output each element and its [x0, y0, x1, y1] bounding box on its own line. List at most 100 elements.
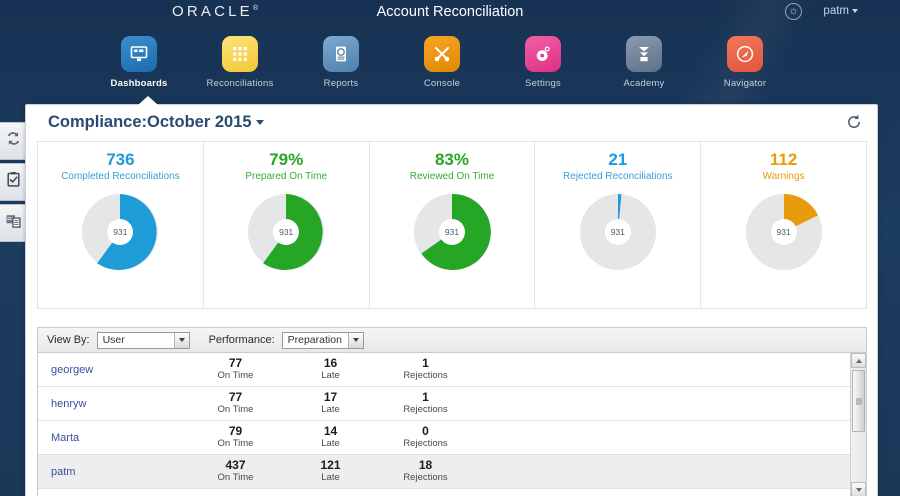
sidebar-item-checklist[interactable] [0, 163, 27, 201]
nav-item-console[interactable]: Console [387, 36, 497, 89]
chevron-down-icon [173, 332, 189, 348]
donut-chart-reviewed: 931 [410, 190, 494, 274]
oracle-logo: ORACLE® [172, 3, 258, 20]
late-caption: Late [321, 370, 340, 381]
table-row[interactable]: henryw 77 On Time 17 Late 1 Rejections [38, 387, 866, 421]
on-time-caption: On Time [217, 404, 254, 415]
nav-item-dashboards[interactable]: Dashboards [84, 36, 194, 89]
kpi-card-reviewed-on-time[interactable]: 83% Reviewed On Time 931 [370, 142, 536, 308]
refresh-icon[interactable] [845, 113, 863, 131]
rejections-caption: Rejections [403, 472, 448, 483]
gear-icon [525, 36, 561, 72]
top-bar: ORACLE® Account Reconciliation ☼ patm [0, 0, 900, 28]
kpi-label: Prepared On Time [245, 171, 328, 182]
performance-table: georgew 77 On Time 16 Late 1 Rejections … [37, 353, 867, 496]
performance-select[interactable]: Preparation [281, 331, 364, 349]
late-value: 121 [320, 458, 341, 472]
table-cell-on-time: 79 On Time [188, 425, 283, 450]
rejections-caption: Rejections [403, 370, 448, 381]
view-by-select[interactable]: User [96, 331, 190, 349]
graduation-icon [626, 36, 662, 72]
table-cell-rejections: 18 Rejections [378, 459, 473, 484]
table-cell-user[interactable]: patm [51, 465, 76, 478]
table-row[interactable]: georgew 77 On Time 16 Late 1 Rejections [38, 353, 866, 387]
chevron-down-icon [347, 332, 363, 348]
scrollbar-thumb[interactable] [852, 370, 865, 432]
chevron-up-icon [855, 358, 862, 363]
oracle-logo-mark: ® [252, 5, 259, 12]
rejections-caption: Rejections [403, 404, 448, 415]
table-cell-late: 14 Late [283, 425, 378, 450]
page-title-label: Compliance:October 2015 [48, 113, 252, 131]
donut-chart-prepared: 931 [244, 190, 328, 274]
view-by-value: User [102, 333, 125, 346]
table-row[interactable]: patm 437 On Time 121 Late 18 Rejections [38, 455, 866, 489]
kpi-card-prepared-on-time[interactable]: 79% Prepared On Time 931 [204, 142, 370, 308]
donut-center-value: 931 [610, 227, 625, 237]
on-time-caption: On Time [217, 472, 254, 483]
table-scrollbar[interactable] [850, 353, 866, 496]
grid-icon [222, 36, 258, 72]
table-cell-user[interactable]: Marta [51, 431, 80, 444]
donut-chart-warnings: 931 [742, 190, 826, 274]
on-time-value: 437 [225, 458, 246, 472]
table-cell-user[interactable]: georgew [51, 363, 94, 376]
kpi-card-warnings[interactable]: 112 Warnings 931 [701, 142, 866, 308]
page-title[interactable]: Compliance:October 2015 [48, 113, 264, 132]
table-cell-user[interactable]: henryw [51, 397, 87, 410]
late-caption: Late [321, 472, 340, 483]
nav-item-academy[interactable]: Academy [589, 36, 699, 89]
donut-center-value: 931 [113, 227, 128, 237]
nav-label-dashboards: Dashboards [110, 78, 168, 89]
nav-item-reconciliations[interactable]: Reconciliations [185, 36, 295, 89]
panel-header: Compliance:October 2015 [26, 105, 877, 141]
nav-item-navigator[interactable]: Navigator [690, 36, 800, 89]
chevron-down-icon [855, 487, 862, 492]
late-value: 14 [323, 424, 338, 438]
donut-center-value: 931 [279, 227, 294, 237]
table-cell-on-time: 77 On Time [188, 391, 283, 416]
donut-chart-rejected: 931 [576, 190, 660, 274]
oracle-logo-text: ORACLE [172, 3, 253, 20]
user-menu[interactable]: patm [823, 5, 858, 17]
nav-label-academy: Academy [623, 78, 665, 89]
dashboard-panel: Compliance:October 2015 736 Completed Re… [25, 96, 878, 496]
main-nav: Dashboards Reconciliations Reports [0, 36, 900, 98]
donut-chart-completed: 931 [78, 190, 162, 274]
rejections-value: 1 [422, 390, 429, 404]
compass-icon [727, 36, 763, 72]
sidebar-item-calendar-document[interactable] [0, 204, 27, 242]
kpi-card-row: 736 Completed Reconciliations 931 79% Pr… [37, 141, 867, 309]
late-caption: Late [321, 438, 340, 449]
performance-value: Preparation [287, 333, 342, 346]
scroll-up-button[interactable] [851, 353, 866, 368]
app-title: Account Reconciliation [376, 4, 524, 20]
nav-label-console: Console [423, 78, 461, 89]
rejections-value: 1 [422, 356, 429, 370]
table-cell-rejections: 1 Rejections [378, 391, 473, 416]
sidebar-item-swap[interactable] [0, 122, 27, 160]
on-time-value: 77 [228, 390, 243, 404]
table-cell-on-time: 77 On Time [188, 357, 283, 382]
user-menu-label: patm [823, 5, 849, 17]
kpi-card-completed-reconciliations[interactable]: 736 Completed Reconciliations 931 [38, 142, 204, 308]
on-time-value: 77 [228, 356, 243, 370]
rejections-value: 0 [422, 424, 429, 438]
table-row[interactable]: Marta 79 On Time 14 Late 0 Rejections [38, 421, 866, 455]
kpi-value: 21 [608, 150, 628, 169]
left-sidebar [0, 122, 27, 245]
nav-item-settings[interactable]: Settings [488, 36, 598, 89]
chevron-down-icon [852, 8, 858, 13]
accessibility-icon[interactable]: ☼ [785, 3, 802, 20]
scroll-down-button[interactable] [851, 482, 866, 496]
kpi-value: 736 [106, 150, 135, 169]
late-value: 16 [323, 356, 338, 370]
kpi-value: 112 [769, 150, 798, 169]
nav-item-reports[interactable]: Reports [286, 36, 396, 89]
on-time-value: 79 [228, 424, 243, 438]
kpi-card-rejected-reconciliations[interactable]: 21 Rejected Reconciliations 931 [535, 142, 702, 308]
table-cell-rejections: 1 Rejections [378, 357, 473, 382]
rejections-caption: Rejections [403, 438, 448, 449]
on-time-caption: On Time [217, 370, 254, 381]
donut-center-value: 931 [776, 227, 791, 237]
